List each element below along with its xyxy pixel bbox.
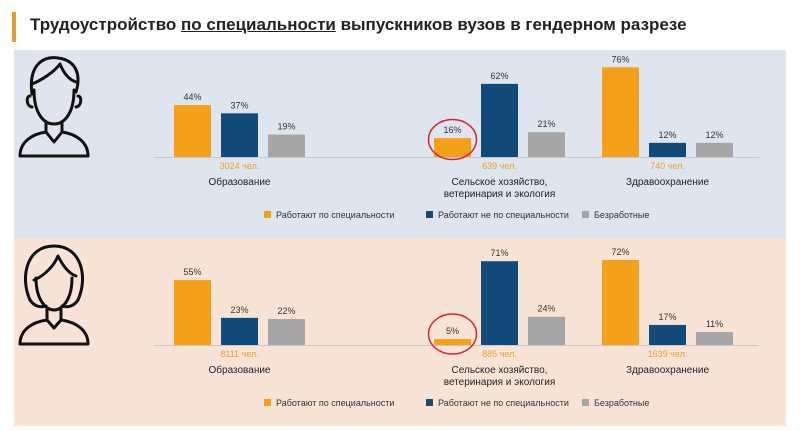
bar — [434, 339, 471, 345]
bar — [434, 138, 471, 157]
total-label: 740 чел. — [650, 161, 685, 171]
bar — [649, 142, 686, 157]
bar — [174, 105, 211, 157]
value-label: 24% — [537, 304, 555, 314]
page-title: Трудоустройство по специальности выпускн… — [30, 12, 687, 38]
category-label: Здравоохранение — [626, 365, 710, 376]
value-label: 21% — [537, 119, 555, 129]
total-label: 3024 чел. — [220, 161, 260, 171]
value-label: 12% — [705, 130, 723, 140]
bar — [649, 324, 686, 345]
value-label: 5% — [446, 326, 459, 336]
title-accent-bar — [12, 12, 16, 42]
category-label-line-1: Сельское хозяйство, — [452, 365, 548, 376]
value-label: 11% — [706, 319, 723, 329]
total-label: 8111 чел. — [220, 349, 258, 359]
bar — [268, 134, 305, 157]
bar — [268, 319, 305, 345]
total-label: 1639 чел. — [648, 349, 688, 359]
legend-swatch — [582, 211, 589, 218]
highlight-circle — [427, 118, 478, 161]
category-label: Образование — [209, 364, 271, 376]
category-label-line-2: ветеринария и экология — [444, 377, 555, 388]
legend-label: Работают по специальности — [276, 210, 394, 220]
value-label: 16% — [443, 125, 461, 135]
bar — [174, 280, 211, 345]
category-label: Здравоохранение — [626, 177, 710, 188]
male-chart: 44% 37% 19% 3024 чел. Образование 16% 62% 21% 63… — [154, 54, 759, 220]
value-label: 72% — [611, 247, 629, 257]
legend-label: Работают не по специальности — [438, 398, 569, 408]
bar — [221, 317, 258, 345]
total-label: 885 чел. — [482, 349, 517, 359]
male-person-icon — [18, 56, 90, 158]
bar — [696, 332, 733, 345]
bar — [481, 83, 518, 157]
legend-label: Безработные — [594, 398, 649, 408]
title-part-3: выпускников вузов в гендерном разрезе — [335, 15, 687, 34]
female-panel: 55% 23% 22% 8111 чел. Образование 5% 71% 24% 885… — [14, 238, 786, 426]
category-label: Образование — [209, 176, 271, 188]
title-part-2-underlined: по специальности — [181, 15, 336, 34]
legend-swatch — [582, 399, 589, 406]
male-panel: 44% 37% 19% 3024 чел. Образование 16% 62% 21% 63… — [14, 50, 786, 238]
value-label: 55% — [183, 267, 201, 277]
female-person-icon — [18, 244, 90, 346]
legend-label: Работают по специальности — [276, 398, 394, 408]
legend-swatch — [264, 399, 271, 406]
value-label: 17% — [658, 312, 676, 322]
value-label: 37% — [230, 100, 248, 110]
legend-swatch — [426, 211, 433, 218]
value-label: 44% — [183, 92, 201, 102]
legend-swatch — [426, 399, 433, 406]
value-label: 23% — [230, 305, 248, 315]
value-label: 62% — [490, 71, 508, 81]
highlight-circle — [427, 313, 478, 355]
bar — [528, 132, 565, 157]
value-label: 19% — [277, 122, 295, 132]
total-label: 639 чел. — [482, 161, 517, 171]
bar — [221, 113, 258, 157]
value-label: 71% — [490, 248, 508, 258]
category-label-line-1: Сельское хозяйство, — [452, 177, 548, 188]
legend-label: Безработные — [594, 210, 649, 220]
legend-label: Работают не по специальности — [438, 210, 569, 220]
female-chart: 55% 23% 22% 8111 чел. Образование 5% 71% 24% 885… — [154, 247, 759, 408]
bar — [602, 67, 639, 157]
value-label: 12% — [658, 130, 676, 140]
legend-swatch — [264, 211, 271, 218]
bar — [696, 142, 733, 157]
bar — [528, 316, 565, 345]
bar — [481, 261, 518, 345]
title-part-1: Трудоустройство — [30, 15, 182, 34]
bar — [602, 260, 639, 345]
value-label: 22% — [277, 306, 295, 316]
category-label-line-2: ветеринария и экология — [444, 189, 555, 200]
value-label: 76% — [611, 54, 629, 64]
